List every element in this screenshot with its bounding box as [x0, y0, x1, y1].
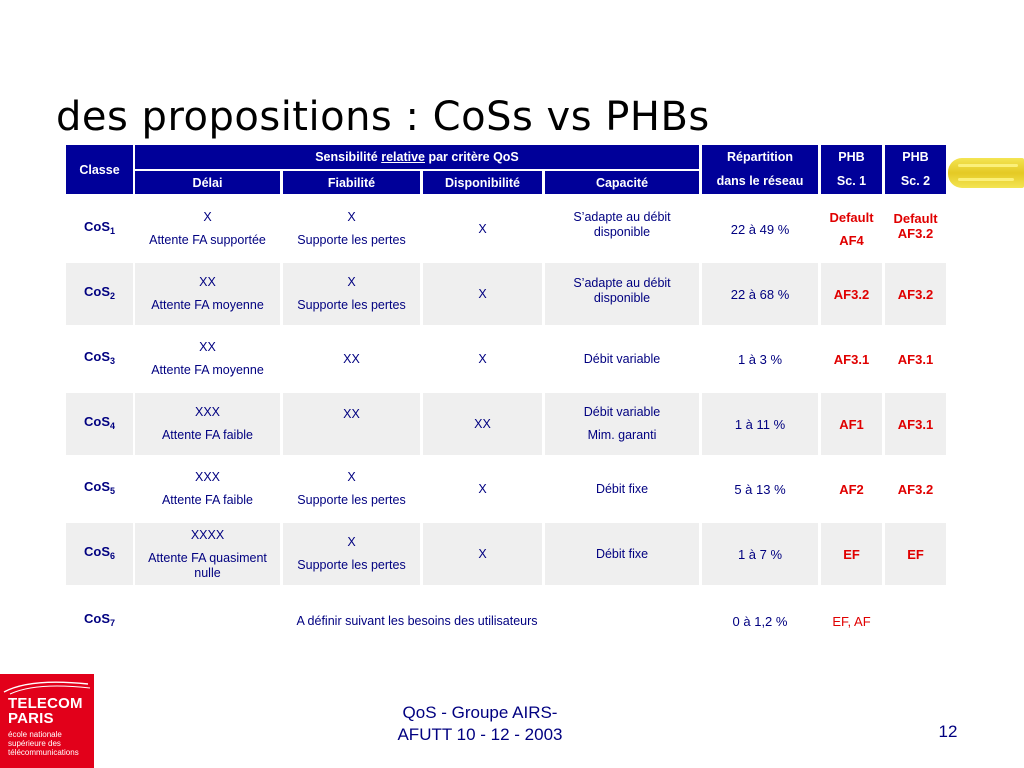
- merged-criteria-cell: A définir suivant les besoins des utilis…: [296, 613, 538, 628]
- header-fiabilite: Fiabilité: [283, 171, 420, 194]
- phb-sc2-cell: AF3.2: [885, 263, 946, 325]
- disponibilite-cell: XX: [423, 393, 542, 455]
- phb-cell: EF, AF: [832, 613, 871, 629]
- header-phb-2: PHB: [885, 145, 946, 169]
- phb-sc2-cell: EF: [885, 523, 946, 585]
- phb-sc2-cell: AF3.1: [897, 351, 934, 367]
- fiabilite-cell: XX: [283, 393, 420, 455]
- phb-sc1-cell: Default AF4: [829, 210, 874, 248]
- capacite-cell: S’adapte au débit disponible: [573, 210, 671, 239]
- cos-label: CoS2: [66, 263, 133, 325]
- cos-label: CoS5: [83, 479, 115, 496]
- slide-footer: QoS - Groupe AIRS- AFUTT 10 - 12 - 2003: [350, 702, 610, 746]
- disponibilite-cell: X: [423, 523, 542, 585]
- header-repartition-2: dans le réseau: [702, 167, 818, 194]
- fiabilite-cell: X Supporte les pertes: [297, 470, 406, 507]
- capacite-cell: Débit variable Mim. garanti: [545, 393, 699, 455]
- highlighter-decoration: [948, 158, 1024, 188]
- phb-sc1-cell: AF2: [839, 481, 864, 497]
- cos-label: CoS1: [83, 219, 115, 236]
- header-capacite: Capacité: [545, 171, 699, 194]
- delai-cell: XXX Attente FA faible: [135, 393, 280, 455]
- repartition-cell: 22 à 49 %: [730, 221, 790, 237]
- fiabilite-cell: X Supporte les pertes: [297, 210, 406, 247]
- repartition-cell: 1 à 7 %: [702, 523, 818, 585]
- telecom-paris-logo: TELECOM PARIS école nationale supérieure…: [0, 674, 94, 768]
- capacite-cell: Débit fixe: [545, 523, 699, 585]
- header-phb-1: PHB: [821, 145, 882, 169]
- phb-sc2-cell: Default AF3.2: [893, 211, 938, 241]
- highlighter-streak: [958, 164, 1018, 167]
- footer-line-1: QoS - Groupe AIRS-: [402, 703, 558, 722]
- fiabilite-cell: X Supporte les pertes: [283, 263, 420, 325]
- logo-name-1: TELECOM: [8, 695, 83, 712]
- delai-cell: XXX Attente FA faible: [161, 470, 254, 507]
- header-separator: [135, 169, 699, 171]
- header-sensibilite-post: par critère QoS: [424, 150, 519, 164]
- disponibilite-cell: X: [478, 221, 487, 236]
- delai-cell: XXXX Attente FA quasiment nulle: [135, 523, 280, 585]
- header-sensibilite-relative: relative: [381, 150, 425, 164]
- page-number: 12: [938, 722, 958, 741]
- repartition-cell: 5 à 13 %: [734, 481, 786, 497]
- phb-sc1-cell: AF3.1: [833, 351, 870, 367]
- disponibilite-cell: X: [478, 481, 487, 496]
- header-repartition: Répartition: [702, 145, 818, 169]
- header-sc-2: Sc. 2: [885, 167, 946, 194]
- delai-cell: X Attente FA supportée: [149, 210, 266, 247]
- highlighter-streak: [958, 178, 1014, 181]
- repartition-cell: 1 à 3 %: [737, 351, 783, 367]
- phb-sc1-cell: EF: [821, 523, 882, 585]
- disponibilite-cell: X: [423, 263, 542, 325]
- delai-cell: XX Attente FA moyenne: [151, 340, 264, 377]
- header-delai: Délai: [135, 171, 280, 194]
- header-sensibilite: Sensibilité relative par critère QoS: [135, 145, 699, 169]
- capacite-cell: Débit fixe: [595, 481, 649, 496]
- logo-swoosh-icon: [3, 681, 91, 695]
- logo-name-2: PARIS: [8, 710, 54, 727]
- disponibilite-cell: X: [478, 351, 487, 366]
- cos-label: CoS6: [66, 523, 133, 585]
- slide-title: des propositions : CoSs vs PHBs: [56, 94, 710, 140]
- capacite-cell: S’adapte au débit disponible: [545, 263, 699, 325]
- footer-line-2: AFUTT 10 - 12 - 2003: [397, 725, 563, 744]
- phb-sc1-cell: AF1: [821, 393, 882, 455]
- phb-sc2-cell: AF3.2: [897, 481, 934, 497]
- cos-label: CoS4: [66, 393, 133, 455]
- repartition-cell: 0 à 1,2 %: [732, 613, 788, 629]
- cos-label: CoS3: [83, 349, 115, 366]
- phb-sc2-cell: AF3.1: [885, 393, 946, 455]
- header-sensibilite-pre: Sensibilité: [315, 150, 382, 164]
- cos-label: CoS7: [83, 611, 115, 628]
- fiabilite-cell: XX: [343, 351, 360, 366]
- header-disponibilite: Disponibilité: [423, 171, 542, 194]
- phb-sc1-cell: AF3.2: [821, 263, 882, 325]
- repartition-cell: 22 à 68 %: [702, 263, 818, 325]
- header-sc-1: Sc. 1: [821, 167, 882, 194]
- delai-cell: XX Attente FA moyenne: [135, 263, 280, 325]
- logo-subtitle: école nationale supérieure des télécommu…: [8, 730, 79, 757]
- capacite-cell: Débit variable: [583, 351, 661, 366]
- repartition-cell: 1 à 11 %: [702, 393, 818, 455]
- fiabilite-cell: X Supporte les pertes: [283, 523, 420, 585]
- header-classe: Classe: [66, 145, 133, 194]
